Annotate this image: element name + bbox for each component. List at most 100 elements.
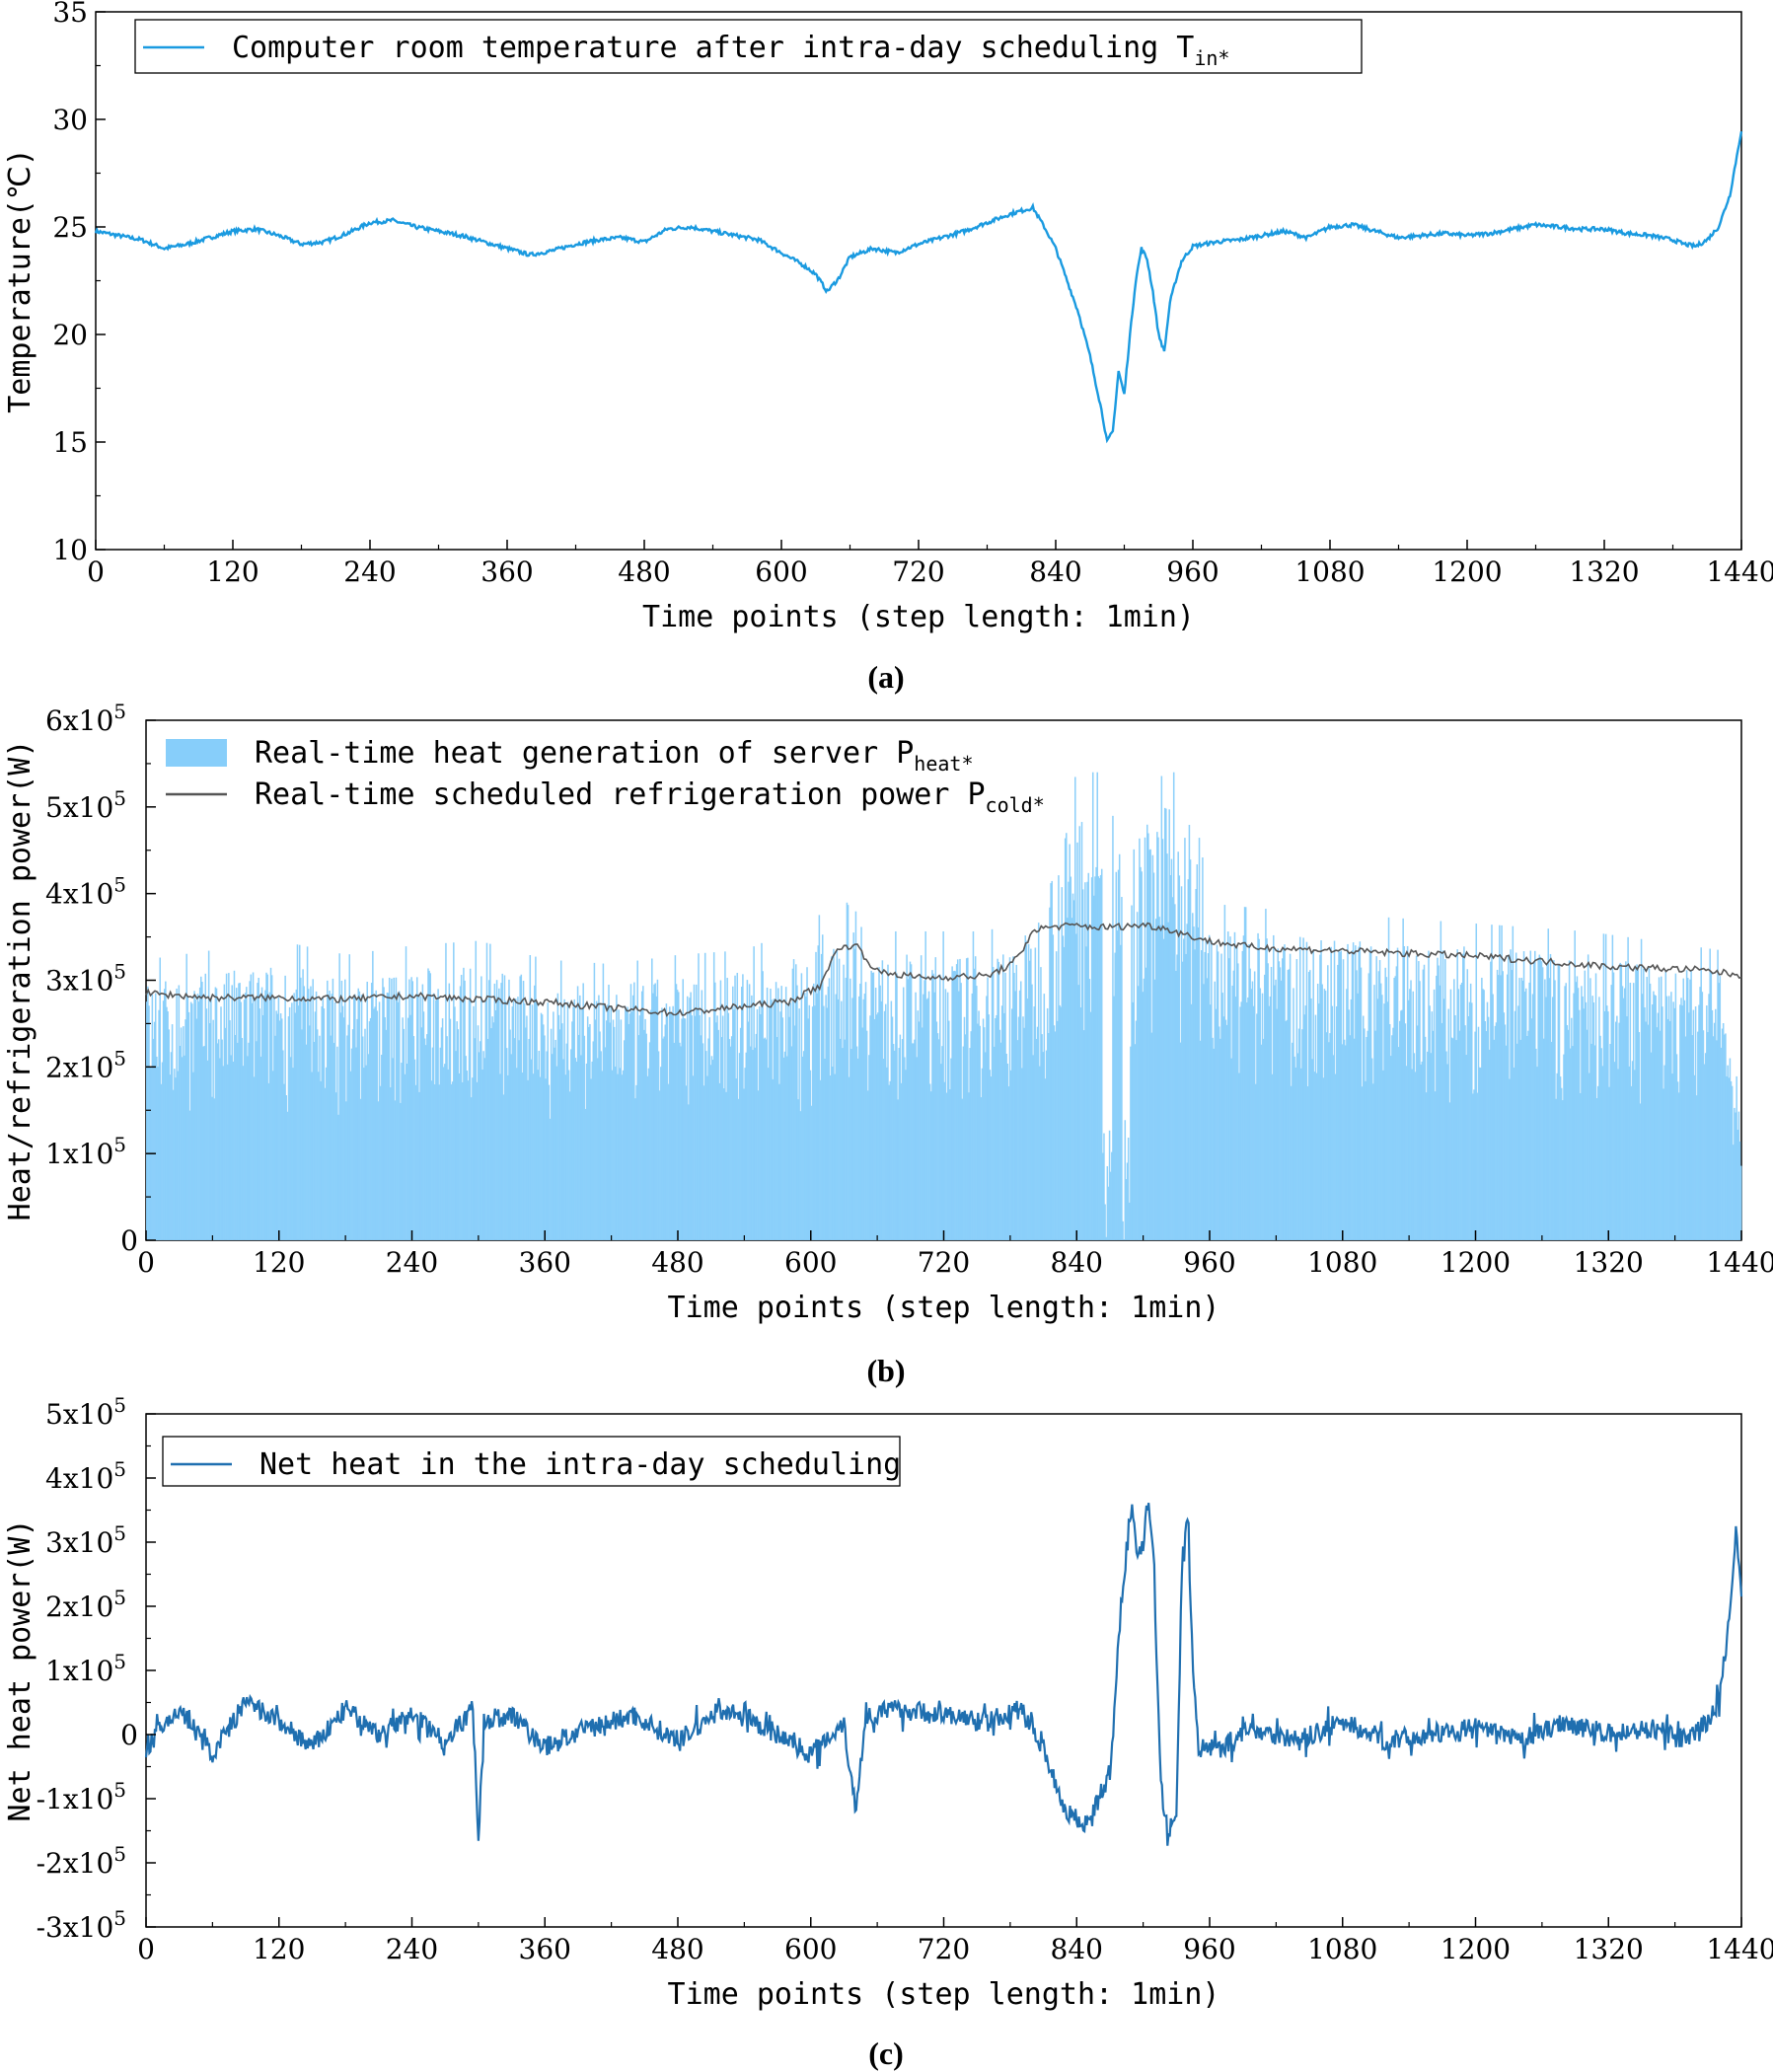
- legend-b: Real-time heat generation of server Phea…: [166, 736, 1045, 817]
- heat-bar: [1244, 907, 1247, 1240]
- heat-bar: [1630, 1085, 1633, 1240]
- heat-bar: [1617, 1069, 1619, 1240]
- heat-bar: [350, 1048, 353, 1240]
- heat-bar: [1685, 970, 1688, 1240]
- heat-bar: [1044, 1078, 1047, 1240]
- heat-bar: [468, 999, 471, 1240]
- heat-bar: [684, 1018, 687, 1240]
- x-tick-label: 720: [892, 555, 944, 588]
- heat-bar: [1541, 967, 1544, 1240]
- heat-bar: [585, 1063, 588, 1240]
- heat-bar: [1003, 1012, 1005, 1240]
- heat-bar: [1587, 954, 1589, 1240]
- x-tick-label: 960: [1183, 1933, 1235, 1965]
- heat-bar: [1035, 1038, 1038, 1240]
- heat-bar: [1069, 844, 1071, 1240]
- heat-bar: [1644, 1006, 1646, 1240]
- heat-bar: [1672, 1001, 1674, 1240]
- heat-bar: [1072, 900, 1075, 1240]
- heat-bar: [1735, 1112, 1736, 1240]
- heat-bar: [1397, 1047, 1400, 1240]
- heat-bar: [863, 994, 866, 1240]
- heat-bar: [601, 1071, 604, 1240]
- heat-bar: [445, 942, 447, 1240]
- heat-bar: [1071, 893, 1074, 1240]
- heat-bar: [439, 1047, 442, 1240]
- heat-bar: [1315, 1073, 1318, 1240]
- heat-bar: [1727, 1065, 1729, 1240]
- heat-bar: [196, 994, 199, 1240]
- heat-bar: [1553, 960, 1555, 1240]
- heat-bar: [862, 999, 865, 1240]
- heat-bar: [706, 1075, 708, 1240]
- heat-bar: [547, 1002, 550, 1240]
- heat-bar: [715, 1022, 717, 1240]
- heat-bar: [1513, 1067, 1515, 1240]
- heat-bar: [486, 1038, 489, 1240]
- heat-bar: [649, 1009, 652, 1240]
- heat-generation-bars: [146, 772, 1742, 1240]
- heat-bar: [323, 1008, 326, 1240]
- heat-bar: [1300, 1068, 1302, 1240]
- heat-bar: [1344, 1045, 1347, 1240]
- x-tick-label: 1200: [1441, 1933, 1511, 1965]
- heat-bar: [1276, 1008, 1278, 1240]
- y-tick-label: 15: [52, 426, 88, 459]
- heat-bar: [640, 991, 643, 1240]
- heat-bar: [1009, 1070, 1012, 1240]
- heat-bar: [1447, 1008, 1449, 1240]
- heat-bar: [595, 1000, 598, 1240]
- heat-bar: [1420, 1064, 1422, 1240]
- heat-bar: [1449, 989, 1452, 1240]
- heat-bar: [489, 943, 491, 1240]
- heat-bar: [409, 1014, 411, 1240]
- heat-bar: [543, 1024, 545, 1240]
- heat-bar: [238, 983, 240, 1240]
- heat-bar: [832, 1066, 834, 1240]
- heat-bar: [1676, 1081, 1679, 1240]
- heat-bar: [779, 1011, 781, 1240]
- heat-bar: [666, 1015, 669, 1240]
- heat-bar: [1086, 881, 1088, 1240]
- x-tick-label: 120: [253, 1933, 305, 1965]
- x-tick-label: 960: [1183, 1246, 1235, 1279]
- heat-bar: [833, 948, 835, 1240]
- heat-bar: [491, 1016, 493, 1240]
- heat-bar: [1118, 853, 1121, 1240]
- heat-bar: [185, 1019, 186, 1240]
- heat-bar: [566, 1001, 569, 1240]
- heat-bar: [276, 1013, 279, 1240]
- heat-bar: [1459, 984, 1462, 1240]
- heat-bar: [1206, 978, 1209, 1240]
- heat-bar: [793, 1025, 796, 1240]
- heat-bar: [610, 1005, 613, 1240]
- heat-bar: [274, 1035, 276, 1240]
- heat-bar: [995, 1017, 997, 1240]
- heat-bar: [1545, 997, 1547, 1240]
- heat-bar: [1699, 987, 1701, 1240]
- heat-bar: [647, 1068, 650, 1240]
- heat-bar: [1310, 998, 1312, 1240]
- heat-bar: [1554, 980, 1556, 1240]
- heat-bar: [918, 1021, 921, 1240]
- heat-bar: [1372, 1083, 1374, 1240]
- heat-bar: [1171, 897, 1174, 1240]
- heat-bar: [437, 989, 439, 1240]
- heat-bar: [950, 1058, 952, 1240]
- heat-bar: [916, 1057, 918, 1240]
- x-tick-label: 0: [137, 1933, 155, 1965]
- heat-bar: [657, 1051, 660, 1240]
- heat-bar: [974, 956, 977, 1240]
- heat-bar: [723, 1087, 725, 1240]
- heat-bar: [209, 1023, 211, 1240]
- heat-bar: [265, 972, 267, 1240]
- heat-bar: [1096, 772, 1098, 1240]
- heat-bar: [1441, 1022, 1443, 1240]
- heat-bar: [600, 1051, 602, 1240]
- heat-bar: [361, 1036, 364, 1240]
- heat-bar: [456, 1021, 458, 1240]
- heat-bar: [269, 967, 272, 1240]
- heat-bar: [257, 983, 259, 1240]
- heat-bar: [1334, 1073, 1337, 1240]
- heat-bar: [374, 1006, 376, 1240]
